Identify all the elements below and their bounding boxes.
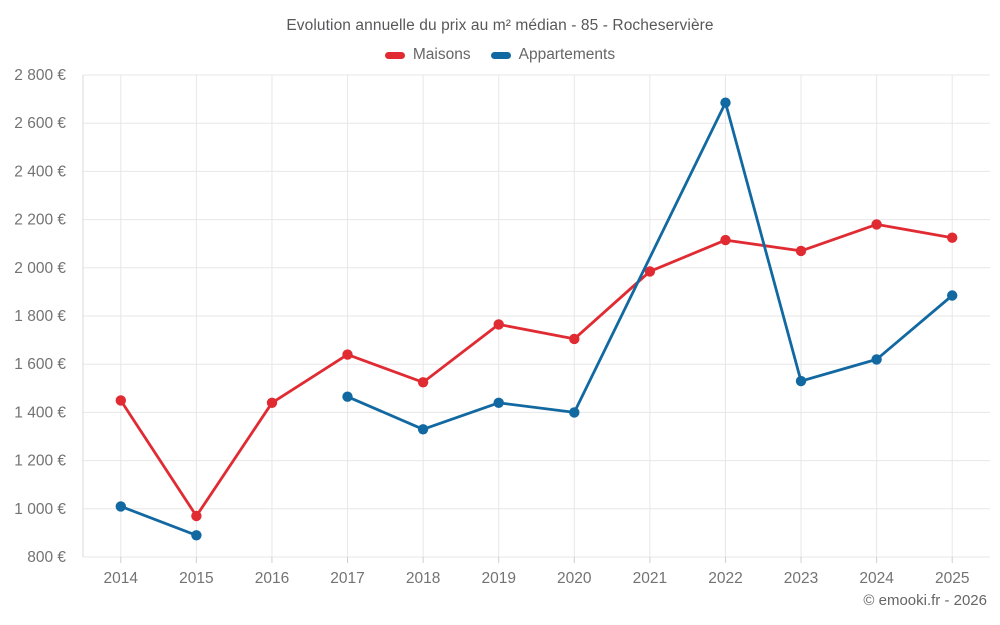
x-axis-tick-label: 2020 [557,570,592,587]
copyright-footer: © emooki.fr - 2026 [863,592,987,609]
y-axis-tick-label: 2 000 € [14,260,66,277]
data-point-appartements-2024[interactable] [871,354,882,365]
legend: Maisons Appartements [0,46,1000,64]
data-point-maisons-2022[interactable] [720,234,731,246]
x-axis-tick-label: 2014 [104,570,139,587]
data-point-appartements-2014[interactable] [115,501,127,512]
y-axis-tick-label: 2 400 € [14,163,66,180]
x-axis-tick-label: 2022 [708,570,742,587]
y-axis-tick-label: 800 € [27,549,66,566]
y-axis-tick-label: 2 800 € [14,67,66,84]
x-axis-tick-label: 2018 [406,570,440,587]
data-point-maisons-2018[interactable] [417,377,429,388]
y-axis-tick-label: 1 000 € [14,501,66,518]
series-line-appartements[interactable] [119,505,198,537]
y-axis-tick-label: 1 400 € [14,404,66,421]
y-axis-tick-label: 1 800 € [14,308,66,325]
data-point-maisons-2015[interactable] [191,510,202,522]
data-point-appartements-2020[interactable] [569,407,580,418]
data-point-appartements-2025[interactable] [947,290,958,301]
series-line-appartements[interactable] [346,101,954,431]
legend-item-maisons[interactable]: Maisons [384,46,471,64]
x-axis-tick-label: 2025 [935,570,969,587]
x-axis-tick-label: 2023 [784,570,818,587]
y-axis-tick-label: 1 600 € [14,356,66,373]
legend-label-appartements: Appartements [518,46,616,63]
data-point-appartements-2018[interactable] [417,424,429,435]
x-axis-tick-label: 2017 [330,570,364,587]
legend-label-maisons: Maisons [412,46,471,63]
chart-title: Evolution annuelle du prix au m² médian … [286,17,714,34]
series-line-maisons[interactable] [119,223,954,518]
x-axis-tick-label: 2016 [255,570,289,587]
legend-item-appartements[interactable]: Appartements [490,46,616,64]
maisons-series-swatch-icon [384,51,405,59]
data-point-maisons-2021[interactable] [644,266,656,277]
appartements-series-swatch-icon [490,51,511,59]
data-point-maisons-2023[interactable] [795,245,807,257]
data-point-maisons-2020[interactable] [569,333,580,345]
x-axis-tick-label: 2021 [633,570,667,587]
data-point-maisons-2019[interactable] [493,319,504,330]
data-point-maisons-2016[interactable] [266,397,278,408]
data-point-maisons-2017[interactable] [342,349,353,360]
data-point-appartements-2023[interactable] [795,375,807,387]
data-point-maisons-2014[interactable] [115,395,127,406]
y-axis-tick-label: 1 200 € [14,453,66,470]
data-point-maisons-2025[interactable] [947,232,958,243]
x-axis-tick-label: 2019 [481,570,515,587]
data-point-appartements-2017[interactable] [342,391,353,402]
x-axis-tick-label: 2015 [179,570,213,587]
data-point-appartements-2019[interactable] [493,397,504,408]
data-point-maisons-2024[interactable] [871,219,882,230]
data-point-appartements-2015[interactable] [191,530,202,541]
x-axis-tick-label: 2024 [859,570,894,587]
y-axis-tick-label: 2 600 € [14,115,66,132]
y-axis-tick-label: 2 200 € [14,212,66,229]
data-point-appartements-2022[interactable] [720,97,731,108]
